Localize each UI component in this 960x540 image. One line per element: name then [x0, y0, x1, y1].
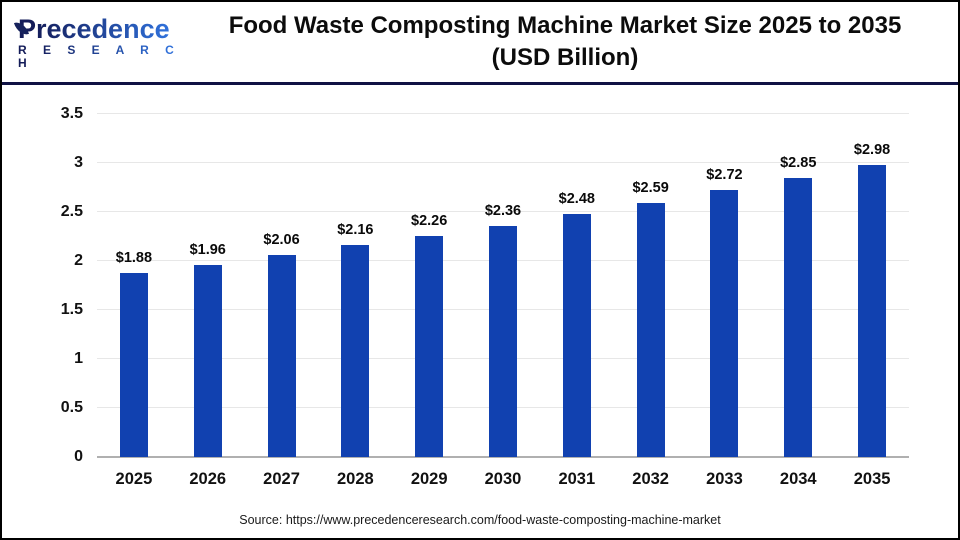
bar-value-label: $2.16 — [337, 222, 374, 239]
bar — [415, 235, 444, 457]
bar — [710, 190, 739, 457]
bar-value-label: $2.06 — [263, 232, 300, 249]
y-tick-label: 1.5 — [60, 301, 83, 318]
y-tick-label: 0 — [74, 448, 83, 465]
bar — [489, 225, 517, 457]
x-tick-label: 2028 — [337, 470, 374, 488]
bar-value-label: $2.98 — [853, 141, 891, 158]
bar — [562, 213, 591, 457]
x-tick-label: 2035 — [853, 470, 891, 488]
source-citation: Source: https://www.precedenceresearch.c… — [239, 513, 721, 527]
x-tick-label: 2032 — [632, 470, 669, 488]
x-tick-label: 2029 — [410, 470, 448, 488]
bar-value-label: $1.96 — [189, 241, 226, 258]
bar — [636, 203, 665, 457]
bar-value-label: $2.85 — [780, 154, 817, 171]
y-tick-label: 2 — [74, 252, 83, 269]
chart-plot: 0 0.5 1 1.5 2 2.5 3 3.5 $1.88 2025 $1.96 2026 $2.06 2… — [61, 105, 909, 488]
y-tick-label: 1 — [74, 350, 83, 367]
chart-title: Food Waste Composting Machine Market Siz… — [182, 10, 958, 75]
gridline — [97, 113, 909, 114]
bar — [784, 177, 813, 457]
bar-value-label: $2.59 — [632, 180, 669, 197]
x-tick-label: 2026 — [189, 470, 227, 488]
brand-name: Precedence — [18, 14, 182, 43]
brand-subtitle: R E S E A R C H — [18, 43, 181, 70]
header: Precedence R E S E A R C H Food Waste Co… — [2, 2, 958, 85]
gridline — [97, 211, 909, 212]
x-tick-label: 2033 — [706, 470, 743, 488]
bar-value-label: $2.36 — [484, 202, 522, 219]
x-axis-baseline — [97, 456, 909, 458]
x-tick-label: 2030 — [484, 470, 522, 488]
bar-value-label: $2.26 — [411, 212, 448, 229]
bar-value-label: $1.88 — [115, 249, 153, 266]
bar-value-label: $2.72 — [706, 167, 743, 184]
x-tick-label: 2025 — [115, 470, 153, 488]
y-tick-label: 2.5 — [60, 203, 83, 220]
y-tick-label: 3 — [74, 154, 83, 171]
brand-logo: Precedence R E S E A R C H — [2, 14, 182, 70]
x-tick-label: 2031 — [558, 470, 596, 488]
chart-title-line2: (USD Billion) — [491, 44, 639, 71]
y-tick-label: 3.5 — [60, 105, 83, 122]
bar-value-label: $2.48 — [558, 190, 595, 207]
x-tick-label: 2034 — [779, 470, 817, 488]
bar — [341, 245, 370, 457]
x-tick-label: 2027 — [263, 470, 300, 488]
chart-title-line1: Food Waste Composting Machine Market Siz… — [228, 11, 902, 39]
gridline — [97, 162, 909, 163]
bar — [119, 272, 148, 457]
bar — [193, 264, 222, 457]
bar — [267, 255, 296, 457]
bar — [858, 164, 887, 457]
y-tick-label: 0.5 — [60, 399, 83, 416]
